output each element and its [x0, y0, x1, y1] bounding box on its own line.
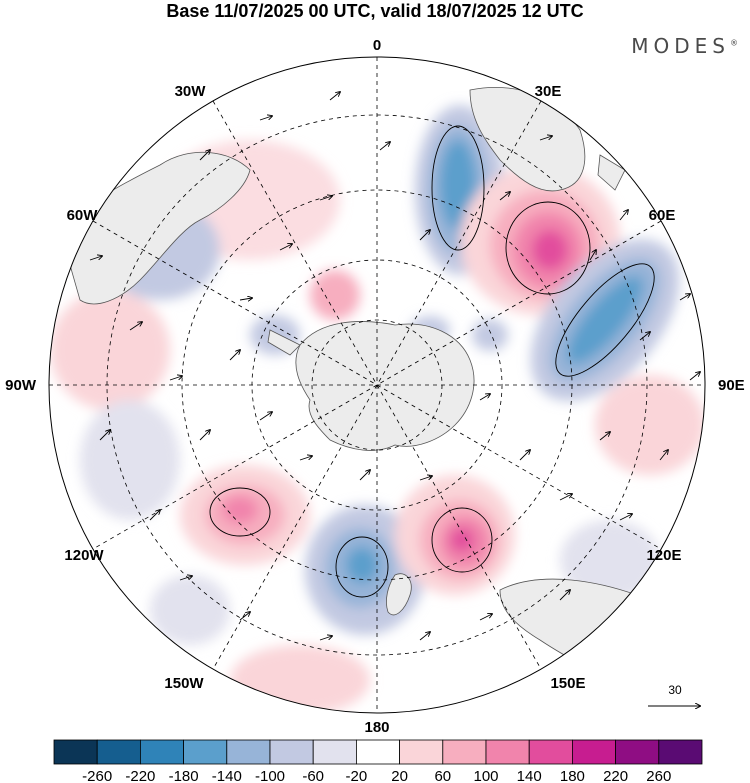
madagascar	[597, 154, 626, 191]
lon-label-90e: 90E	[718, 377, 745, 394]
lon-label-150e: 150E	[550, 675, 585, 692]
colorbar-swatch	[312, 739, 357, 765]
reference-vector: 30	[648, 683, 700, 706]
map-title: Base 11/07/2025 00 UTC, valid 18/07/2025…	[166, 1, 584, 21]
graticule	[49, 57, 705, 713]
colorbar-swatch	[355, 739, 400, 765]
brand-name: MODES	[631, 34, 730, 58]
colorbar-tick-label: 60	[434, 768, 451, 783]
contour-lines	[209, 125, 655, 598]
lon-label-120e: 120E	[646, 547, 681, 564]
antarctic-peninsula	[267, 329, 301, 356]
colorbar-swatch	[658, 739, 703, 765]
colorbar-swatch	[53, 739, 98, 765]
lon-label-90w: 90W	[5, 377, 37, 394]
colorbar-swatch	[399, 739, 444, 765]
lon-label-30e: 30E	[535, 83, 562, 100]
colorbar-tick-label: -180	[169, 768, 199, 783]
colorbar-swatch	[269, 739, 314, 765]
colorbar-swatch	[485, 739, 530, 765]
colorbar-tick-label: -60	[302, 768, 324, 783]
lon-label-30w: 30W	[175, 83, 207, 100]
map-border	[48, 56, 706, 714]
colorbar-tick-label: 220	[603, 768, 628, 783]
colorbar-tick-label: -260	[82, 768, 112, 783]
antarctica	[295, 321, 475, 451]
colorbar-tick-label: 140	[517, 768, 542, 783]
colorbar-tick-label: -140	[212, 768, 242, 783]
colorbar-swatch	[615, 739, 660, 765]
reference-vector-value: 30	[668, 683, 682, 697]
colorbar-tick-label: 20	[391, 768, 408, 783]
colorbar-swatch	[528, 739, 573, 765]
colorbar-swatch	[442, 739, 487, 765]
colorbar-swatch	[572, 739, 617, 765]
colorbar: -260 -220 -180 -140 -100 -60 -20 20 60 100 140 180 2…	[53, 739, 703, 783]
colorbar-tick-label: -100	[255, 768, 285, 783]
lon-label-150w: 150W	[164, 675, 204, 692]
colorbar-swatch	[96, 739, 141, 765]
lon-label-0: 0	[373, 37, 381, 54]
colorbar-swatch	[226, 739, 271, 765]
map-disc	[49, 57, 705, 713]
lon-label-180: 180	[364, 719, 389, 736]
colorbar-tick-label: 260	[646, 768, 671, 783]
lon-label-120w: 120W	[64, 547, 104, 564]
colorbar-swatch	[139, 739, 184, 765]
wind-vectors	[89, 92, 700, 641]
colorbar-tick-label: 180	[560, 768, 585, 783]
lon-label-60w: 60W	[67, 207, 99, 224]
colorbar-tick-label: 100	[473, 768, 498, 783]
colorbar-tick-label: -220	[125, 768, 155, 783]
colorbar-tick-label: -20	[346, 768, 368, 783]
lon-label-60e: 60E	[649, 207, 676, 224]
modes-logo: MODES®	[631, 34, 738, 58]
colorbar-swatch	[183, 739, 228, 765]
registered-mark: ®	[730, 38, 738, 48]
